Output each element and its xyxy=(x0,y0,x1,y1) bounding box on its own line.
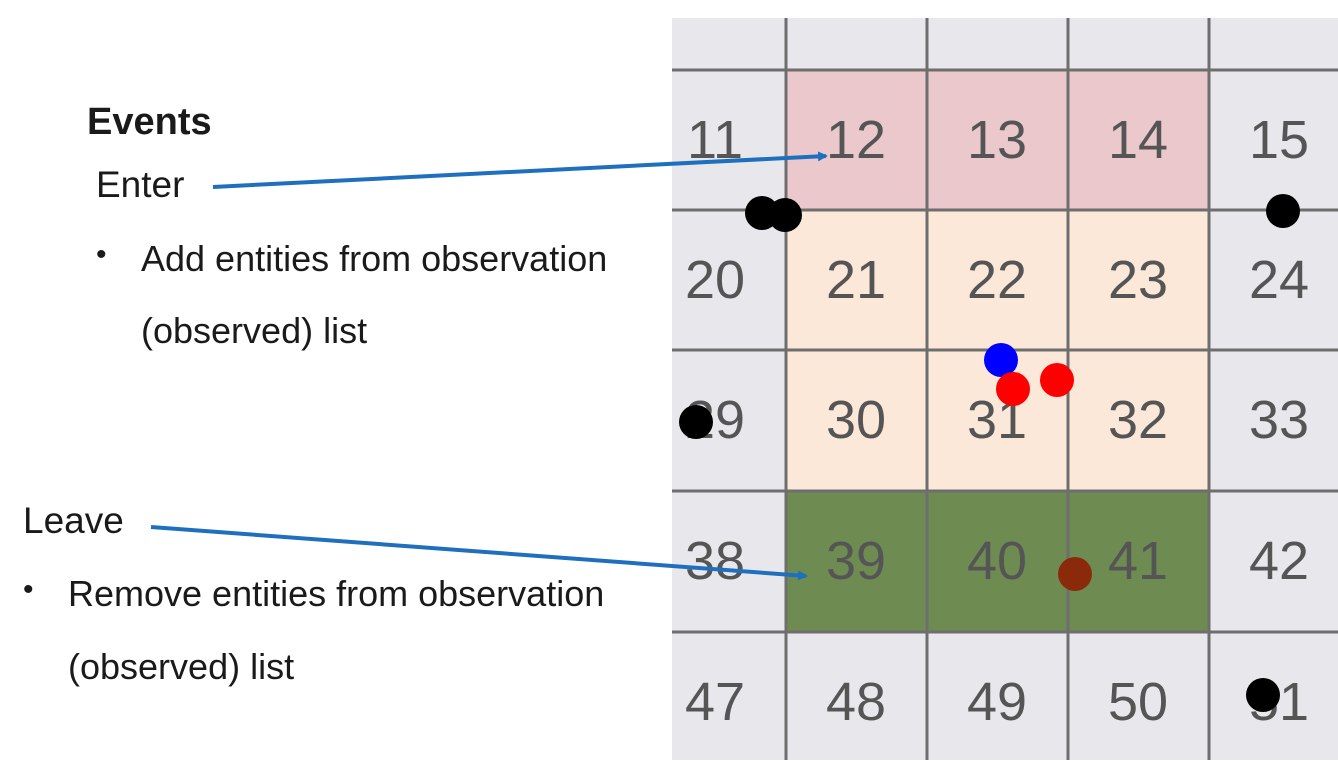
grid-cell-15 xyxy=(1209,70,1338,210)
grid-cell-49 xyxy=(927,632,1068,760)
entity-dot-other xyxy=(768,198,802,232)
grid-cell-14 xyxy=(1068,70,1209,210)
entity-dot-observed xyxy=(996,372,1030,406)
grid-cell-number: 50 xyxy=(1108,672,1168,732)
grid-cell-38 xyxy=(672,491,786,631)
enter-arrow xyxy=(212,151,828,189)
grid-cell-39 xyxy=(786,491,927,631)
grid-cell-30 xyxy=(786,350,927,490)
grid-cell-number: 49 xyxy=(967,672,1027,732)
grid-cell-24 xyxy=(1209,210,1338,350)
enter-description-line1: Add entities from observation xyxy=(141,238,608,279)
entity-dot-leaving xyxy=(1058,557,1092,591)
entity-dot-observed xyxy=(1040,363,1074,397)
grid-cell-23 xyxy=(1068,210,1209,350)
grid-cell-21 xyxy=(786,210,927,350)
leave-description-line1: Remove entities from observation xyxy=(68,573,605,614)
grid-cell-22 xyxy=(927,210,1068,350)
grid-cell-number: 15 xyxy=(1249,110,1309,170)
grid-cell-number: 24 xyxy=(1249,250,1309,310)
grid-cell-11 xyxy=(672,70,786,210)
grid-cell-41 xyxy=(1068,491,1209,631)
enter-bullet-marker: • xyxy=(96,238,107,271)
grid-cell-32 xyxy=(1068,350,1209,490)
grid-cell-number: 23 xyxy=(1108,250,1168,310)
enter-description-line2: (observed) list xyxy=(141,310,368,351)
grid-cell-20 xyxy=(672,210,786,350)
grid-cell-12 xyxy=(786,70,927,210)
leave-bullet-marker: • xyxy=(23,573,34,606)
grid-cell-33 xyxy=(1209,350,1338,490)
grid-cell-13 xyxy=(927,70,1068,210)
grid-cell-number: 33 xyxy=(1249,390,1309,450)
grid-cell-number: 32 xyxy=(1108,390,1168,450)
entities xyxy=(679,194,1300,712)
entity-dot-observer xyxy=(984,343,1018,377)
grid-cell-number: 14 xyxy=(1108,110,1168,170)
grid-cell-number: 47 xyxy=(685,672,745,732)
grid-cell-number: 22 xyxy=(967,250,1027,310)
grid-cell-number: 12 xyxy=(826,110,886,170)
grid-cell-number: 39 xyxy=(826,531,886,591)
grid-cell-number: 40 xyxy=(967,531,1027,591)
grid-cell-number: 13 xyxy=(967,110,1027,170)
grid-cell-number: 20 xyxy=(685,250,745,310)
events-heading: Events xyxy=(87,101,212,143)
grid-cell-42 xyxy=(1209,491,1338,631)
leave-arrow xyxy=(150,525,808,581)
grid-cell-50 xyxy=(1068,632,1209,760)
leave-description-line2: (observed) list xyxy=(68,646,295,687)
enter-event-label: Enter xyxy=(96,164,185,205)
grid-cell-47 xyxy=(672,632,786,760)
grid-cell-number: 38 xyxy=(685,531,745,591)
grid-cell-number: 41 xyxy=(1108,531,1168,591)
grid-cell-48 xyxy=(786,632,927,760)
entity-dot-other xyxy=(1266,194,1300,228)
grid-cell-number: 42 xyxy=(1249,531,1309,591)
leave-event-label: Leave xyxy=(23,500,124,541)
grid-cell-number: 30 xyxy=(826,390,886,450)
grid-cell-40 xyxy=(927,491,1068,631)
entity-dot-other xyxy=(1246,678,1280,712)
grid-cell-number: 48 xyxy=(826,672,886,732)
entity-dot-other xyxy=(679,405,713,439)
grid-cell-number: 21 xyxy=(826,250,886,310)
